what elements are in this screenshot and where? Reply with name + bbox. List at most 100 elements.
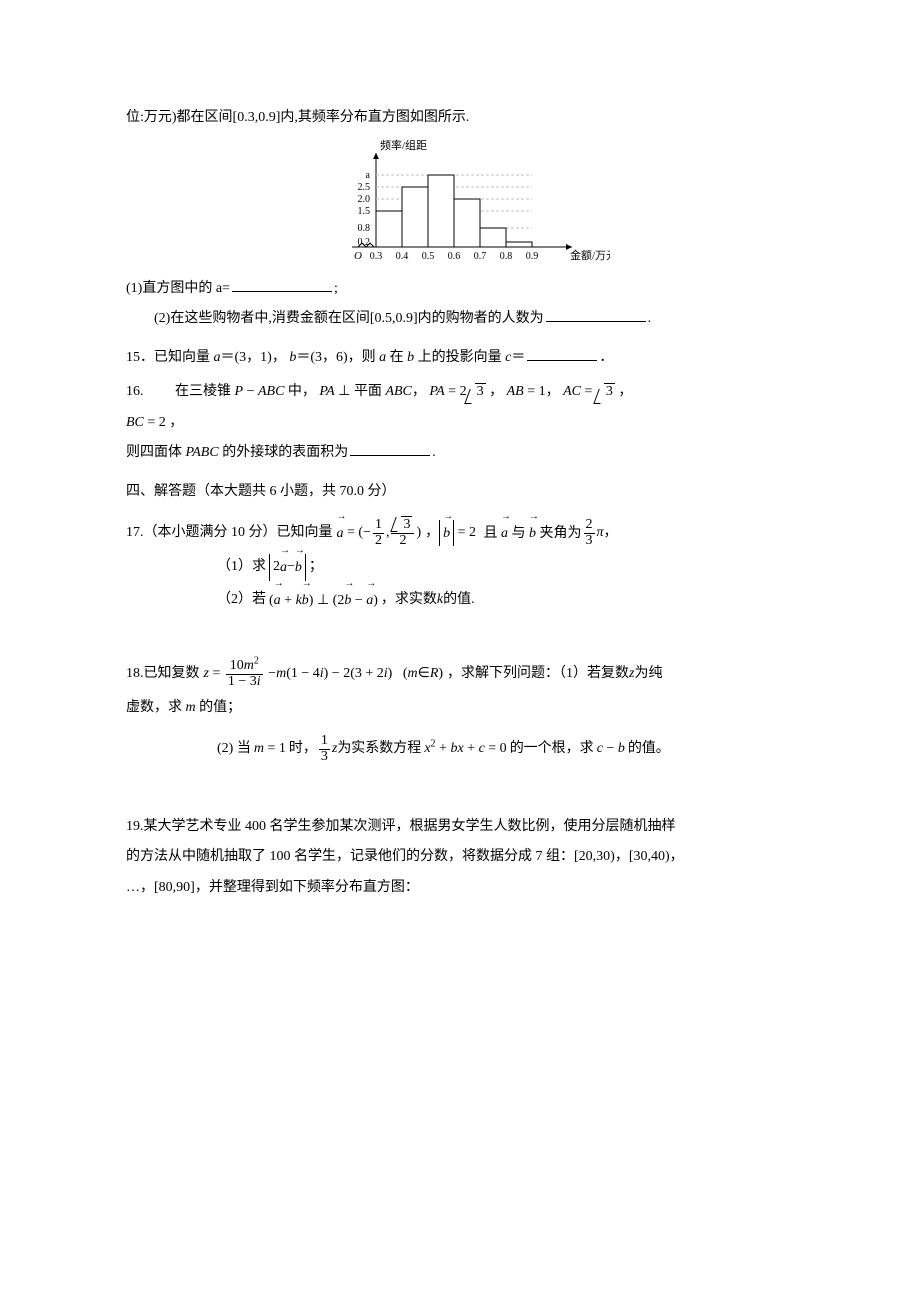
- q18-cmb: c − b: [597, 737, 625, 762]
- blank-sphere: [350, 455, 430, 456]
- q15-tailb: ＝: [511, 350, 525, 365]
- svg-text:0.8: 0.8: [358, 223, 371, 234]
- q18-m: m: [186, 700, 196, 715]
- q16-c3: ，: [546, 384, 560, 399]
- q15-taila: 上的投影向量: [414, 350, 505, 365]
- svg-text:0.2: 0.2: [358, 237, 371, 248]
- svg-text:0.4: 0.4: [396, 251, 409, 262]
- q19-l1: 19.某大学艺术专业 400 名学生参加某次测评，根据男女学生人数比例，使用分层…: [126, 815, 794, 840]
- q18-l2a: 虚数，求: [126, 700, 182, 715]
- q16-paeq: PA = 23: [429, 384, 485, 399]
- q16-pabc: P − ABC: [235, 384, 285, 399]
- q16-tailcomma: ，: [169, 415, 183, 430]
- q17-p1-tail: ；: [309, 555, 323, 580]
- q16-c2: ，: [489, 384, 503, 399]
- q16-l2a: 则四面体: [126, 445, 182, 460]
- q16-line2: 则四面体 PABC 的外接球的表面积为.: [126, 441, 794, 466]
- q18-z: z = 10m21 − 3i − m(1 − 4i) − 2(3 + 2i) (…: [204, 659, 444, 689]
- q18-p2-mid1: 时，: [289, 737, 317, 762]
- q16-mid1: 中，: [288, 384, 316, 399]
- q18-line1: 18.已知复数 z = 10m21 − 3i − m(1 − 4i) − 2(3…: [126, 659, 794, 689]
- q18-m1: m = 1: [254, 737, 286, 762]
- blank-a: [232, 291, 332, 292]
- q16-period: .: [432, 445, 436, 460]
- q17-b: b = 2: [439, 520, 476, 547]
- q18-tail1: ，求解下列问题：（1）若复数: [447, 662, 629, 687]
- vec-a-sym: a: [214, 350, 221, 365]
- q18-frac-z: 13z: [317, 734, 337, 764]
- q16-prefix: 16.: [126, 384, 144, 399]
- q17-p2-tail: 的值.: [443, 588, 475, 613]
- q16-pa-perp: PA ⊥ 平面 ABC: [319, 384, 411, 399]
- q17-comma1: ，: [425, 521, 439, 546]
- q16-aceq: AC = 3: [563, 384, 615, 399]
- svg-text:2.0: 2.0: [358, 194, 371, 205]
- svg-text:0.8: 0.8: [500, 251, 513, 262]
- q17-p2-label: （2）若: [217, 588, 266, 613]
- q18-p2-mid2: 为实系数方程: [337, 737, 421, 762]
- q16-c4: ，: [618, 384, 632, 399]
- svg-text:0.5: 0.5: [422, 251, 435, 262]
- svg-text:0.9: 0.9: [526, 251, 539, 262]
- q14-2-tail: .: [648, 311, 652, 326]
- q16-c1: ，: [412, 384, 426, 399]
- q17-p1: （1）求 2a − b ；: [126, 554, 794, 581]
- q16-line1b: BC = 2 ，: [126, 411, 794, 436]
- svg-text:O: O: [354, 250, 362, 262]
- q14-part1: (1)直方图中的 a=;: [126, 277, 794, 302]
- q17-a: a = (−12, 32): [337, 518, 422, 548]
- q16-bceq: BC = 2: [126, 415, 166, 430]
- svg-text:a: a: [366, 170, 371, 181]
- q17-p2-mid: ，求实数: [381, 588, 437, 613]
- sqrt3-1: 3: [475, 383, 486, 399]
- q19-l2: 的方法从中随机抽取了 100 名学生，记录他们的分数，将数据分成 7 组：[20…: [126, 845, 794, 870]
- histogram-container: 0.2 0.8 1.52.02.5a 0.3 0.4 0.5 0.6 0.7 0.8 0.9 O 频率…: [126, 139, 794, 269]
- q16-abeq: AB = 1: [507, 384, 546, 399]
- intro-line: 位:万元)都在区间[0.3,0.9]内,其频率分布直方图如图所示.: [126, 106, 794, 131]
- q18-line2: 虚数，求 m 的值；: [126, 696, 794, 721]
- q14-1-text: (1)直方图中的 a=: [126, 281, 230, 296]
- svg-text:0.7: 0.7: [474, 251, 487, 262]
- q18-p2-mid3: 的一个根，求: [510, 737, 594, 762]
- q18-tail1b: 为纯: [635, 662, 663, 687]
- q18-p2: (2) 当 m = 1 时， 13z 为实系数方程 x2 + bx + c = …: [126, 734, 794, 764]
- q17-line1: 17.（本小题满分 10 分）已知向量 a = (−12, 32) ， b = …: [126, 518, 794, 548]
- page-body: 位:万元)都在区间[0.3,0.9]内,其频率分布直方图如图所示. 0.2 0.8…: [0, 0, 920, 1046]
- q18-p2-lead: (2) 当: [217, 737, 251, 762]
- q17-angle-frac: 23: [584, 518, 595, 548]
- blank-count: [546, 321, 646, 322]
- q18-p2-tail: 的值。: [628, 737, 670, 762]
- q15-end: ．: [599, 350, 613, 365]
- q17-p2-expr: (a + kb) ⊥ (2b − a): [269, 587, 378, 614]
- q17-pi: π: [597, 521, 604, 546]
- q14-part2: (2)在这些购物者中,消费金额在区间[0.5,0.9]内的购物者的人数为.: [126, 307, 794, 332]
- q15-b-eq: ＝(3，6)，则: [296, 350, 379, 365]
- blank-c: [527, 360, 597, 361]
- q17-p2: （2）若 (a + kb) ⊥ (2b − a) ，求实数 k 的值.: [126, 587, 794, 614]
- svg-text:2.5: 2.5: [358, 182, 371, 193]
- q15-line: 15．已知向量 a＝(3，1)， b＝(3，6)，则 a 在 b 上的投影向量 …: [126, 346, 794, 371]
- svg-text:0.3: 0.3: [370, 251, 383, 262]
- q14-2-text: (2)在这些购物者中,消费金额在区间[0.5,0.9]内的购物者的人数为: [154, 311, 544, 326]
- q14-1-tail: ;: [334, 281, 338, 296]
- section4-title: 四、解答题（本大题共 6 小题，共 70.0 分）: [126, 480, 794, 505]
- q15-a-eq: ＝(3，1)，: [221, 350, 286, 365]
- q16-line1: 16. 在三棱锥 P − ABC 中， PA ⊥ 平面 ABC， PA = 23…: [126, 380, 794, 405]
- q18-eq: x2 + bx + c = 0: [424, 737, 506, 762]
- histogram-chart: 0.2 0.8 1.52.02.5a 0.3 0.4 0.5 0.6 0.7 0.8 0.9 O 频率…: [310, 139, 610, 269]
- svg-text:1.5: 1.5: [358, 206, 371, 217]
- q16-lead: 在三棱锥: [175, 384, 231, 399]
- q16-l2b: 的外接球的表面积为: [222, 445, 348, 460]
- sqrt3-2: 3: [604, 383, 615, 399]
- q16-pabc2: PABC: [186, 445, 219, 460]
- q18-lead: 18.已知复数: [126, 662, 200, 687]
- q15-mid: 在: [386, 350, 407, 365]
- svg-text:金额/万元: 金额/万元: [570, 248, 610, 262]
- q18-l2b: 的值；: [199, 700, 241, 715]
- q19-l3: …，[80,90]，并整理得到如下频率分布直方图：: [126, 876, 794, 901]
- svg-text:频率/组距: 频率/组距: [380, 139, 427, 152]
- svg-text:0.6: 0.6: [448, 251, 461, 262]
- q17-p1-label: （1）求: [217, 555, 266, 580]
- q15-lead: 15．已知向量: [126, 350, 214, 365]
- q17-comma2: ，: [604, 521, 618, 546]
